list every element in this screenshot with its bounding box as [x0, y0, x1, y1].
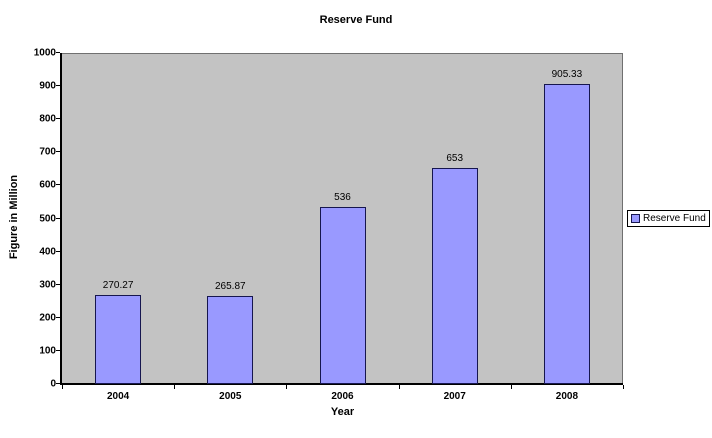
- bar-2004: [95, 295, 141, 384]
- legend-label: Reserve Fund: [643, 213, 706, 224]
- x-axis-tick: [62, 385, 63, 389]
- y-tick-label: 200: [39, 312, 56, 324]
- y-axis-tick: [56, 283, 60, 285]
- x-axis-tick: [399, 385, 400, 389]
- y-axis-tick: [56, 383, 60, 384]
- y-axis-tick: [56, 52, 60, 53]
- x-tick-label: 2004: [106, 391, 130, 402]
- y-tick-label: 1000: [33, 47, 56, 59]
- x-tick-label: 2008: [555, 391, 579, 402]
- y-tick-label: 600: [39, 179, 56, 191]
- y-axis-tick: [56, 316, 60, 318]
- bar-2007: [432, 168, 478, 384]
- y-axis-tick: [56, 184, 60, 186]
- y-tick-label: 300: [39, 279, 56, 291]
- y-axis-title: Figure in Million: [8, 174, 20, 260]
- x-axis-tick: [623, 385, 624, 389]
- y-tick-label: 900: [39, 80, 56, 92]
- x-tick-label: 2007: [443, 391, 466, 402]
- chart-title: Reserve Fund: [319, 14, 393, 26]
- y-tick-label: 800: [39, 113, 56, 125]
- value-label: 653: [446, 153, 464, 164]
- y-tick-label: 700: [39, 146, 56, 158]
- bar-2008: [544, 84, 590, 384]
- x-axis-tick: [511, 385, 512, 389]
- legend-marker-icon: [631, 214, 640, 223]
- x-tick-label: 2005: [219, 391, 242, 402]
- value-label: 905.33: [551, 69, 583, 80]
- y-tick-label: 100: [39, 345, 56, 357]
- value-label: 265.87: [215, 281, 246, 292]
- y-axis-tick: [56, 217, 60, 219]
- value-label: 536: [334, 192, 351, 203]
- y-axis-tick: [56, 151, 60, 153]
- y-tick-label: 400: [39, 246, 56, 258]
- y-tick-label: 0: [50, 378, 56, 390]
- y-axis-tick: [56, 250, 60, 252]
- y-axis-tick: [56, 118, 60, 120]
- x-axis-title: Year: [330, 406, 355, 418]
- bar-2005: [207, 296, 253, 384]
- y-axis-tick: [56, 349, 60, 351]
- bar-2006: [320, 207, 366, 384]
- y-axis-tick: [56, 85, 60, 87]
- x-axis-tick: [174, 385, 175, 389]
- x-axis-line: [60, 383, 623, 385]
- x-tick-label: 2006: [331, 391, 354, 402]
- value-label: 270.27: [102, 280, 134, 291]
- y-axis-line: [60, 53, 62, 384]
- legend: Reserve Fund: [627, 210, 710, 227]
- x-axis-tick: [286, 385, 287, 389]
- y-tick-label: 500: [39, 213, 56, 224]
